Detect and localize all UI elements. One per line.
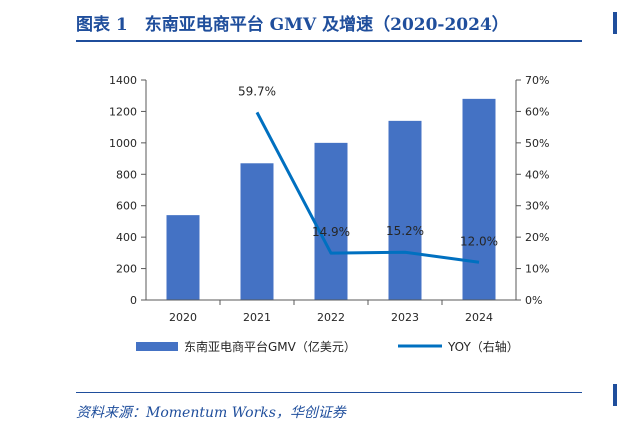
data-labels: 59.7% 14.9% 15.2% 12.0% xyxy=(238,84,498,248)
yoy-line xyxy=(255,111,480,264)
legend-line-label: YOY（右轴） xyxy=(447,339,519,354)
yoy-data-label-2022: 14.9% xyxy=(312,225,350,239)
x-tick-label: 2023 xyxy=(391,311,419,324)
x-axis: 2020 2021 2022 2023 2024 xyxy=(146,299,516,324)
left-tick-label: 600 xyxy=(116,200,137,213)
x-tick-label: 2024 xyxy=(465,311,493,324)
left-tick-label: 1200 xyxy=(109,105,137,118)
left-tick-label: 400 xyxy=(116,231,137,244)
legend: 东南亚电商平台GMV（亿美元） YOY（右轴） xyxy=(136,339,519,354)
right-tick-label: 70% xyxy=(525,74,549,87)
gmv-bar-2020 xyxy=(166,215,200,300)
x-tick-label: 2021 xyxy=(243,311,271,324)
legend-bar-label: 东南亚电商平台GMV（亿美元） xyxy=(184,339,356,354)
yoy-line-group xyxy=(255,111,480,264)
yoy-data-label-2024: 12.0% xyxy=(460,234,498,248)
right-tick-label: 10% xyxy=(525,263,549,276)
right-edge-mark xyxy=(613,12,617,34)
legend-bar-swatch xyxy=(136,342,178,351)
left-axis-ticks: 0 200 400 600 800 1000 1200 1400 xyxy=(109,74,147,307)
gmv-bar-2023 xyxy=(388,120,422,300)
right-tick-label: 50% xyxy=(525,137,549,150)
left-tick-label: 1000 xyxy=(109,137,137,150)
right-tick-label: 30% xyxy=(525,200,549,213)
right-tick-label: 0% xyxy=(525,294,542,307)
left-tick-label: 0 xyxy=(130,294,137,307)
bottom-rule xyxy=(76,392,582,393)
gmv-yoy-chart: 0 200 400 600 800 1000 1200 1400 0% 10% 20% 30% 40%… xyxy=(109,74,549,354)
left-tick-label: 800 xyxy=(116,168,137,181)
gmv-bar-2021 xyxy=(240,163,274,300)
right-tick-label: 20% xyxy=(525,231,549,244)
bars xyxy=(166,98,496,300)
figure-title: 图表 1 东南亚电商平台 GMV 及增速（2020-2024） xyxy=(76,15,509,35)
x-tick-label: 2022 xyxy=(317,311,345,324)
left-tick-label: 200 xyxy=(116,263,137,276)
left-tick-label: 1400 xyxy=(109,74,137,87)
x-tick-label: 2020 xyxy=(169,311,197,324)
yoy-data-label-2021: 59.7% xyxy=(238,84,276,98)
gmv-bar-2024 xyxy=(462,98,496,300)
right-tick-label: 60% xyxy=(525,105,549,118)
gmv-bar-2022 xyxy=(314,142,348,300)
source-note: 资料来源：Momentum Works，华创证券 xyxy=(76,405,346,421)
right-axis-ticks: 0% 10% 20% 30% 40% 50% 60% 70% xyxy=(515,74,549,307)
yoy-data-label-2023: 15.2% xyxy=(386,224,424,238)
title-rule xyxy=(76,40,582,42)
right-edge-mark-lower xyxy=(613,384,617,406)
right-tick-label: 40% xyxy=(525,168,549,181)
